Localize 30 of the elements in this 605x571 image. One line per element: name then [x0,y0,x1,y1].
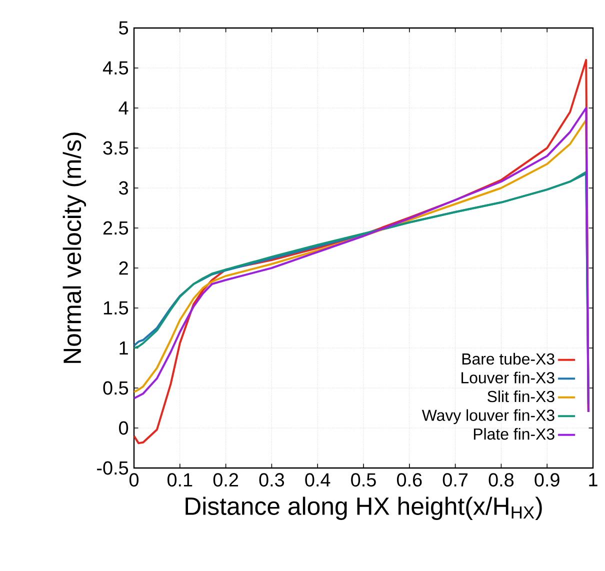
y-tick-label: 0.5 [103,381,128,395]
y-tick-label: 2 [119,261,128,275]
y-tick-label: 3 [119,181,128,195]
y-tick-label: 5 [119,21,128,35]
x-tick-label: 0.3 [259,473,284,487]
y-tick-label: 4 [118,101,128,115]
y-axis-title: Normal velocity (m/s) [62,132,86,363]
x-axis-title: Distance along HX height(x/H$_{HX}$) [186,496,542,520]
x-tick-label: 0.9 [534,473,560,487]
y-tick-label: 1 [120,341,128,355]
y-tick-label: 1.5 [104,301,128,315]
legend-label: Slit fin-X3 [488,390,554,402]
y-tick-label: 2.5 [103,221,128,235]
x-tick-label: 0.1 [167,473,192,487]
legend-label: Louver fin-X3 [462,372,554,384]
x-tick-label: 0.6 [396,473,422,487]
y-tick-label: 4.5 [102,61,128,75]
legend-label: Plate fin-X3 [474,428,554,440]
x-tick-label: 0.8 [488,473,514,487]
x-tick-label: 0.7 [442,473,468,487]
x-tick-label: 0.4 [305,473,330,487]
x-tick-label: 0 [129,473,139,487]
y-tick-label: 0 [119,421,128,435]
x-tick-label: 0.2 [213,473,238,487]
x-tick-label: 0.5 [351,473,376,487]
legend-label: Wavy louver fin-X3 [422,409,554,424]
x-tick-label: 1 [589,473,598,486]
legend-label: Bare tube-X3 [462,352,554,365]
y-tick-label: -0.5 [97,461,128,475]
y-tick-label: 3.5 [103,141,128,155]
